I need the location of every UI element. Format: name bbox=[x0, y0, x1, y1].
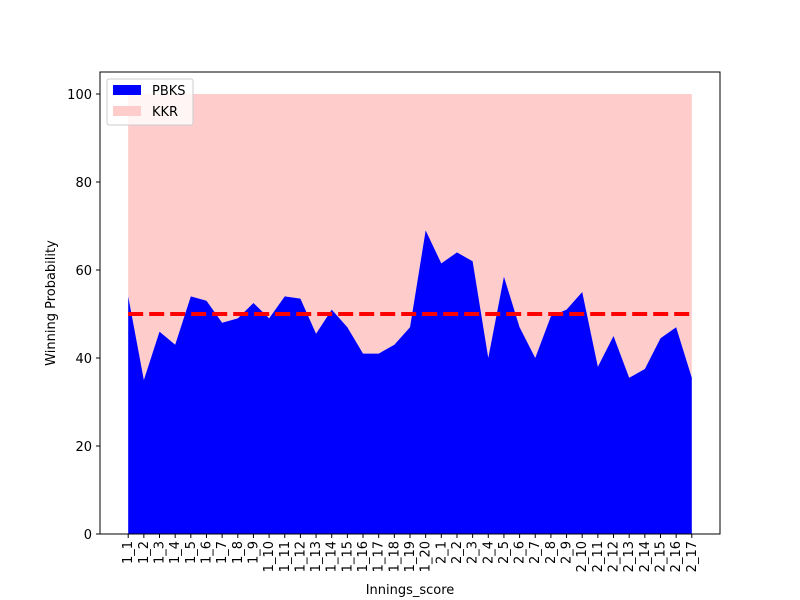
x-tick-label: 1_20 bbox=[419, 541, 434, 572]
pbks-area-layer bbox=[128, 230, 692, 534]
x-tick-label: 2_2 bbox=[450, 541, 465, 564]
x-tick-label: 1_18 bbox=[387, 541, 402, 572]
x-tick-label: 1_17 bbox=[372, 541, 387, 572]
x-tick-label: 1_9 bbox=[246, 541, 261, 564]
legend-label-pbks: PBKS bbox=[152, 84, 186, 99]
x-tick-label: 1_16 bbox=[356, 541, 371, 572]
x-tick-label: 2_5 bbox=[497, 541, 512, 564]
x-tick-label: 2_17 bbox=[685, 541, 700, 572]
x-tick-label: 1_10 bbox=[262, 541, 277, 572]
x-axis: 1_1 1_2 1_3 1_4 1_5 1_6 1_7 1_8 1_9 1_10 1_11 1_12 1… bbox=[121, 534, 700, 572]
x-tick-label: 2_11 bbox=[591, 541, 606, 572]
x-tick-label: 2_13 bbox=[622, 541, 637, 572]
kkr-area bbox=[128, 94, 692, 380]
x-tick-label: 1_3 bbox=[153, 541, 168, 564]
y-axis: 0 20 40 60 80 100 bbox=[67, 88, 100, 543]
x-tick-label: 1_4 bbox=[168, 541, 183, 564]
legend: PBKS KKR bbox=[106, 78, 194, 126]
x-tick-label: 1_6 bbox=[199, 541, 214, 564]
y-tick-label: 80 bbox=[75, 176, 92, 191]
y-tick-label: 60 bbox=[75, 264, 92, 279]
x-tick-label: 1_12 bbox=[293, 541, 308, 572]
legend-label-kkr: KKR bbox=[152, 105, 178, 120]
x-tick-label: 1_15 bbox=[340, 541, 355, 572]
x-tick-label: 1_7 bbox=[215, 541, 230, 564]
kkr-area-layer bbox=[128, 94, 692, 380]
legend-swatch-pbks bbox=[113, 85, 141, 95]
y-tick-label: 100 bbox=[67, 88, 92, 103]
pbks-area bbox=[128, 230, 692, 534]
y-axis-label: Winning Probability bbox=[44, 240, 59, 366]
y-tick-label: 0 bbox=[84, 528, 92, 543]
x-tick-label: 1_8 bbox=[231, 541, 246, 564]
x-tick-label: 2_7 bbox=[528, 541, 543, 564]
x-tick-label: 1_14 bbox=[325, 541, 340, 572]
x-tick-label: 2_1 bbox=[434, 541, 449, 564]
x-tick-label: 2_6 bbox=[513, 541, 528, 564]
x-tick-label: 2_12 bbox=[607, 541, 622, 572]
x-tick-label: 2_10 bbox=[575, 541, 590, 572]
x-tick-label: 2_15 bbox=[653, 541, 668, 572]
x-tick-label: 2_3 bbox=[466, 541, 481, 564]
x-tick-label: 2_8 bbox=[544, 541, 559, 564]
y-tick-label: 40 bbox=[75, 352, 92, 367]
x-tick-label: 2_14 bbox=[638, 541, 653, 572]
y-tick-label: 20 bbox=[75, 440, 92, 455]
x-tick-label: 2_4 bbox=[481, 541, 496, 564]
x-tick-label: 2_9 bbox=[560, 541, 575, 564]
x-axis-label: Innings_score bbox=[366, 583, 455, 598]
legend-swatch-kkr bbox=[113, 106, 141, 116]
x-tick-label: 1_19 bbox=[403, 541, 418, 572]
x-tick-label: 1_11 bbox=[278, 541, 293, 572]
x-tick-label: 1_1 bbox=[121, 541, 136, 564]
x-tick-label: 2_16 bbox=[669, 541, 684, 572]
x-tick-label: 1_2 bbox=[137, 541, 152, 564]
x-tick-label: 1_13 bbox=[309, 541, 324, 572]
x-tick-label: 1_5 bbox=[184, 541, 199, 564]
